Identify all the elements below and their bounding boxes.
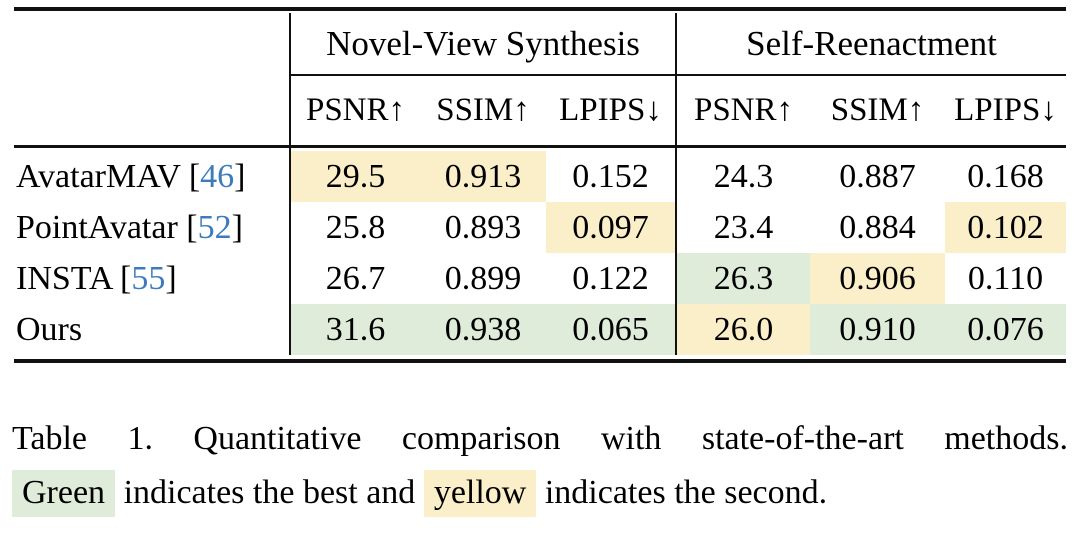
bracket-close: ] [234, 157, 246, 195]
table-caption: Table 1. Quantitative comparison with st… [12, 412, 1068, 519]
metric-value-cell: 0.110 [967, 259, 1044, 297]
caption-yellow-chip: yellow [423, 470, 537, 517]
metric-value-cell: 0.906 [810, 253, 945, 304]
metric-header-row: PSNR↑ SSIM↑ LPIPS↓ PSNR↑ SSIM↑ LPIPS↓ [14, 75, 1067, 148]
citation[interactable]: [52] [186, 209, 243, 246]
metric-header-sr-psnr: PSNR↑ [675, 75, 810, 148]
bracket-open: [ [186, 208, 198, 246]
method-name-cell: PointAvatar [52] [14, 202, 290, 253]
metric-value-cell: 0.899 [444, 259, 522, 297]
metric-value-cell: 0.097 [546, 202, 676, 253]
metric-header-nvs-ssim: SSIM↑ [420, 75, 546, 148]
metric-value-cell: 29.5 [289, 151, 420, 202]
metric-value-cell: 0.152 [572, 157, 649, 195]
group-header-row: Novel-View Synthesis Self-Reenactment [14, 13, 1067, 76]
spacer-row [14, 146, 1066, 151]
bracket-close: ] [165, 259, 177, 297]
corner-cell [14, 13, 290, 75]
citation[interactable]: [46] [189, 158, 246, 195]
method-name: INSTA [16, 259, 112, 297]
group-header-novel-view-synthesis: Novel-View Synthesis [289, 13, 676, 76]
bracket-open: [ [188, 157, 201, 195]
metric-value-cell: 0.893 [444, 208, 522, 246]
metric-value-cell: 24.3 [675, 151, 810, 202]
metric-value-cell: 0.884 [839, 208, 916, 246]
metric-value-cell: 25.8 [289, 202, 420, 253]
metric-value-cell: 0.887 [839, 157, 916, 195]
citation-number[interactable]: 52 [197, 208, 232, 246]
caption-line-1: Table 1. Quantitative comparison with st… [12, 420, 1068, 457]
bracket-close: ] [231, 208, 243, 246]
corner-cell [14, 75, 290, 148]
table-row-ours: Ours 31.6 0.938 0.065 26.0 0.910 0.076 [14, 304, 1067, 355]
metric-value-cell: 26.3 [675, 253, 810, 304]
metric-value-cell: 0.168 [967, 157, 1044, 195]
method-name-cell: AvatarMAV [46] [14, 151, 290, 202]
caption-text: indicates the best and [115, 474, 424, 511]
citation[interactable]: [55] [120, 260, 177, 297]
metric-value-cell: 26.7 [289, 253, 420, 304]
metric-header-nvs-psnr: PSNR↑ [289, 75, 420, 148]
table-row-avatarmav: AvatarMAV [46] 29.5 0.913 0.152 24.3 0.8… [14, 151, 1066, 202]
table-row-insta: INSTA [55] 26.7 0.899 0.122 26.3 0.906 0… [14, 253, 1066, 304]
method-name: Ours [16, 310, 83, 348]
metric-value-cell: 0.122 [572, 259, 649, 297]
results-table: Novel-View Synthesis Self-Reenactment PS… [14, 13, 1067, 355]
metric-value-cell: 0.938 [420, 304, 546, 355]
citation-number[interactable]: 46 [200, 157, 235, 195]
metric-value-cell: 0.910 [810, 304, 945, 355]
metric-header-sr-lpips: LPIPS↓ [945, 75, 1067, 148]
method-name: PointAvatar [16, 208, 178, 246]
metric-value-cell: 31.6 [289, 304, 420, 355]
method-name-cell: Ours [14, 304, 290, 355]
caption-text: indicates the second. [536, 474, 828, 511]
metric-value-cell: 0.065 [546, 304, 676, 355]
metric-value-cell: 0.076 [945, 304, 1067, 355]
metric-value-cell: 0.102 [945, 202, 1067, 253]
metric-value-cell: 0.913 [420, 151, 546, 202]
method-name-cell: INSTA [55] [14, 253, 290, 304]
group-header-self-reenactment: Self-Reenactment [674, 13, 1067, 76]
citation-number[interactable]: 55 [131, 259, 166, 297]
table-row-pointavatar: PointAvatar [52] 25.8 0.893 0.097 23.4 0… [14, 202, 1067, 253]
bracket-open: [ [120, 259, 132, 297]
metric-value-cell: 23.4 [675, 202, 810, 253]
metric-value-cell: 26.0 [675, 304, 810, 355]
caption-line-2: Green indicates the best and yellow indi… [12, 466, 1068, 519]
results-table-container: Novel-View Synthesis Self-Reenactment PS… [14, 7, 1067, 363]
caption-green-chip: Green [12, 470, 116, 517]
method-name: AvatarMAV [16, 157, 181, 195]
metric-header-sr-ssim: SSIM↑ [810, 75, 945, 148]
metric-header-nvs-lpips: LPIPS↓ [546, 75, 676, 148]
